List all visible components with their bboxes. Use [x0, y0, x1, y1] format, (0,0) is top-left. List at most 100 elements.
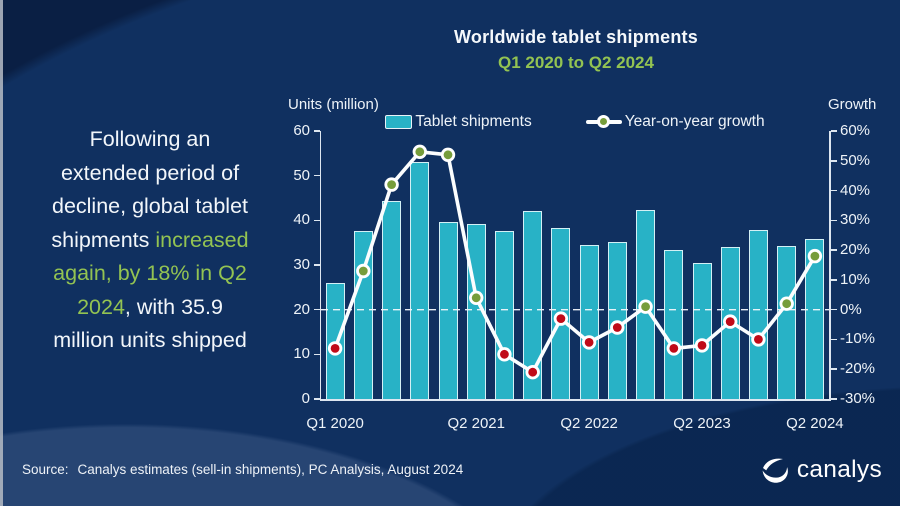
growth-marker-negative [330, 344, 340, 353]
left-axis-tick-label: 0 [301, 390, 310, 407]
canalys-logo: canalys [760, 455, 882, 485]
growth-marker-negative [584, 338, 594, 347]
left-axis-tick [313, 264, 320, 266]
legend-label-growth: Year-on-year growth [624, 113, 765, 130]
chart-legend: Tablet shipments Year-on-year growth [321, 111, 829, 133]
right-axis-tick [830, 338, 837, 341]
right-axis-tick [830, 219, 837, 222]
right-axis-tick [830, 368, 837, 370]
growth-marker-negative [669, 344, 679, 353]
headline-line: again, by 18% in Q2 [24, 257, 276, 291]
right-axis-tick [830, 308, 837, 311]
left-axis-tick-label: 30 [293, 256, 310, 273]
plot-area [321, 131, 829, 399]
right-axis-tick [830, 249, 837, 251]
left-axis-line [319, 131, 321, 399]
x-axis-tick-label: Q1 2020 [306, 415, 364, 432]
headline-segment: extended period of [60, 160, 240, 185]
headline-segment: decline, global tablet [51, 194, 249, 218]
left-axis-tick-label: 10 [293, 345, 310, 363]
growth-marker-negative [556, 314, 566, 323]
right-axis-tick [830, 160, 837, 162]
right-axis-tick [830, 398, 837, 400]
growth-marker-positive [641, 302, 650, 312]
shipments-bar [805, 238, 825, 399]
headline-line: Following an [24, 123, 276, 157]
growth-marker-positive [358, 266, 368, 276]
legend-item-tablet-shipments: Tablet shipments [385, 113, 532, 131]
left-axis-tick-label: 20 [293, 300, 310, 318]
headline-line: 2024, with 35.9 [24, 291, 276, 325]
right-axis-line [829, 131, 831, 399]
headline-line: extended period of [24, 157, 276, 191]
growth-marker-negative [500, 349, 509, 359]
shipments-bar [748, 230, 768, 399]
shipments-bar [523, 211, 543, 399]
left-edge-border [0, 0, 3, 506]
growth-marker-negative [612, 323, 622, 332]
shipments-bar [410, 162, 430, 399]
growth-line [333, 149, 817, 374]
right-axis-tick [830, 279, 837, 281]
shipments-bar [664, 249, 684, 399]
canalys-logo-icon [762, 458, 788, 483]
headline-line: shipments increased [24, 224, 276, 258]
x-axis-tick-label: Q2 2022 [560, 415, 618, 432]
growth-marker-negative [528, 367, 538, 377]
shipments-bar [777, 246, 797, 399]
growth-line-layer [321, 144, 829, 380]
headline-highlight: again, by 18% in Q2 [53, 261, 247, 285]
line-series-glyph-icon [585, 115, 622, 129]
left-axis-tick-label: 60 [293, 122, 310, 139]
right-axis-tick-label: -30% [840, 390, 876, 407]
right-axis-title: Growth [828, 96, 877, 113]
growth-marker-negative [754, 335, 763, 344]
right-axis-tick-label: 40% [840, 181, 871, 199]
right-axis-tick-label: 50% [840, 151, 871, 169]
growth-marker-positive [387, 180, 396, 189]
shipments-bar [325, 282, 345, 399]
left-axis-tick-label: 50 [293, 166, 310, 184]
source-text: Canalys estimates (sell-in shipments), P… [77, 462, 464, 477]
x-axis-tick-label: Q2 2021 [447, 415, 505, 432]
growth-marker-positive [415, 147, 425, 157]
source-label: Source: [22, 462, 69, 477]
right-axis-tick [830, 189, 837, 192]
left-axis-tick [313, 353, 320, 356]
right-axis-tick [830, 130, 837, 132]
right-axis-tick-label: 0% [840, 300, 862, 318]
headline-line: decline, global tablet [24, 190, 276, 224]
growth-marker-negative [725, 317, 735, 326]
x-axis-tick-label: Q2 2024 [786, 415, 844, 432]
shipments-bar [438, 221, 458, 399]
shipments-bar [382, 201, 402, 399]
left-axis-tick [313, 130, 320, 132]
headline-text: Following an extended period of decline, g… [24, 123, 276, 358]
left-axis-tick-label: 40 [293, 211, 310, 229]
growth-marker-positive [810, 251, 820, 261]
left-axis-tick [313, 219, 320, 222]
shipments-bar [692, 263, 712, 399]
right-axis-tick-label: 20% [840, 241, 871, 259]
growth-marker-positive [471, 293, 481, 303]
chart-subtitle: Q1 2020 to Q2 2024 [498, 53, 654, 72]
legend-label-tablet-shipments: Tablet shipments [415, 113, 532, 130]
right-axis-tick-label: 30% [840, 211, 871, 229]
shipments-bar [579, 244, 599, 399]
headline-highlight: increased [155, 227, 249, 252]
x-axis-tick-label: Q2 2023 [673, 415, 731, 432]
right-axis-tick-label: -20% [840, 360, 876, 378]
canalys-logo-text: canalys [796, 456, 882, 483]
left-axis-title: Units (million) [288, 96, 379, 113]
bottom-axis-line [319, 399, 831, 401]
legend-item-growth: Year-on-year growth [585, 113, 765, 131]
left-axis-tick [313, 174, 320, 177]
right-axis-tick-label: 60% [840, 122, 871, 139]
headline-segment: , with 35.9 [124, 294, 223, 319]
right-axis-tick-label: -10% [840, 330, 876, 348]
source-note: Source: Canalys estimates (sell-in shipme… [22, 462, 463, 477]
right-axis-tick-label: 10% [840, 270, 871, 288]
growth-marker-negative [697, 341, 707, 350]
left-axis-tick [313, 398, 320, 400]
